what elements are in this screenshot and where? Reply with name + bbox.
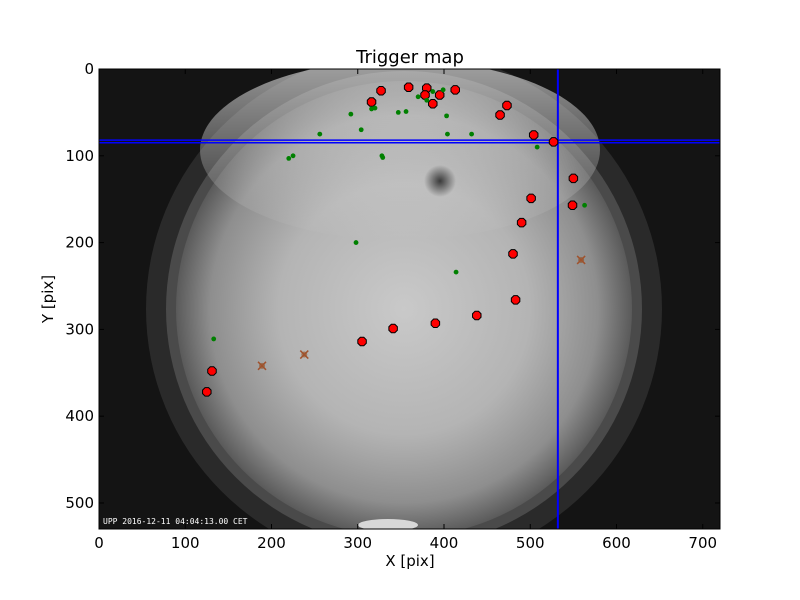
y-tick-label: 400: [65, 407, 94, 425]
y-tick-label: 0: [84, 60, 94, 78]
trigger-point-red: [568, 173, 579, 184]
trigger-point-red: [366, 97, 377, 107]
trigger-point-red: [450, 85, 460, 95]
plot-area: [99, 69, 720, 529]
trigger-point-red: [428, 98, 438, 109]
y-tick-label: 500: [65, 494, 94, 512]
trigger-point-red: [548, 137, 559, 147]
trigger-point-green: [453, 269, 459, 275]
trigger-point-red: [388, 323, 398, 334]
trigger-point-red: [526, 193, 536, 204]
y-axis-ticks: 0 100 200 300 400 500: [65, 60, 720, 512]
trigger-point-green: [348, 111, 354, 117]
trigger-point-red: [567, 200, 578, 211]
trigger-point-red: [528, 130, 539, 140]
trigger-point-red: [403, 82, 414, 92]
lens-mount-bottom: [358, 519, 418, 529]
trigger-point-green: [403, 109, 409, 114]
trigger-point-green: [444, 113, 449, 119]
trigger-point-green: [211, 336, 217, 342]
x-axis-label: X [pix]: [385, 552, 434, 570]
trigger-point-green: [317, 131, 323, 137]
crosshair: [99, 69, 720, 529]
trigger-point-red: [472, 310, 482, 321]
trigger-markers: [202, 82, 587, 397]
x-tick-label: 100: [171, 534, 200, 552]
x-axis-ticks: 0 100 200 300 400 500 600 700: [94, 69, 717, 552]
trigger-point-red: [430, 318, 441, 329]
x-tick-label: 700: [688, 534, 717, 552]
y-tick-label: 300: [65, 320, 94, 338]
trigger-point-green: [430, 89, 436, 94]
timestamp-text: UPP 2016-12-11 04:04:13.00 CET: [103, 517, 248, 526]
plot-frame: [98, 68, 721, 530]
trigger-point-red: [516, 217, 527, 228]
x-tick-label: 500: [516, 534, 545, 552]
y-tick-label: 200: [65, 234, 94, 252]
trigger-point-green: [582, 202, 587, 208]
trigger-point-green: [469, 131, 474, 137]
x-tick-label: 0: [94, 534, 104, 552]
x-tick-label: 600: [602, 534, 631, 552]
trigger-point-green: [353, 240, 359, 245]
x-tick-label: 200: [257, 534, 286, 552]
trigger-point-green: [534, 144, 540, 150]
trigger-point-green: [445, 131, 450, 137]
y-axis-label: Y [pix]: [39, 275, 57, 324]
trigger-point-red: [376, 85, 386, 96]
trigger-point-red: [202, 387, 212, 397]
x-tick-label: 300: [343, 534, 372, 552]
trigger-point-green: [358, 127, 364, 133]
trigger-point-cross: [257, 361, 267, 371]
trigger-point-cross: [576, 255, 586, 265]
trigger-point-green: [415, 94, 421, 100]
trigger-point-green: [380, 155, 386, 160]
sky-glow: [200, 69, 600, 240]
trigger-point-green: [290, 153, 296, 159]
x-tick-label: 400: [430, 534, 459, 552]
trigger-point-green: [440, 87, 446, 93]
trigger-point-red: [495, 110, 505, 120]
trigger-point-red: [510, 295, 521, 305]
trigger-point-green: [424, 97, 430, 103]
trigger-point-red: [508, 249, 518, 259]
dark-spot: [424, 165, 456, 197]
trigger-point-green: [286, 155, 292, 161]
trigger-point-red: [207, 366, 217, 376]
trigger-point-red: [357, 336, 367, 347]
y-tick-label: 100: [65, 147, 94, 165]
trigger-point-red: [502, 100, 512, 111]
trigger-point-green: [372, 105, 378, 111]
trigger-point-red: [434, 90, 445, 100]
trigger-point-cross: [299, 350, 309, 360]
chart-title: Trigger map: [355, 47, 464, 68]
trigger-point-red: [420, 90, 430, 100]
trigger-point-green: [395, 109, 401, 115]
